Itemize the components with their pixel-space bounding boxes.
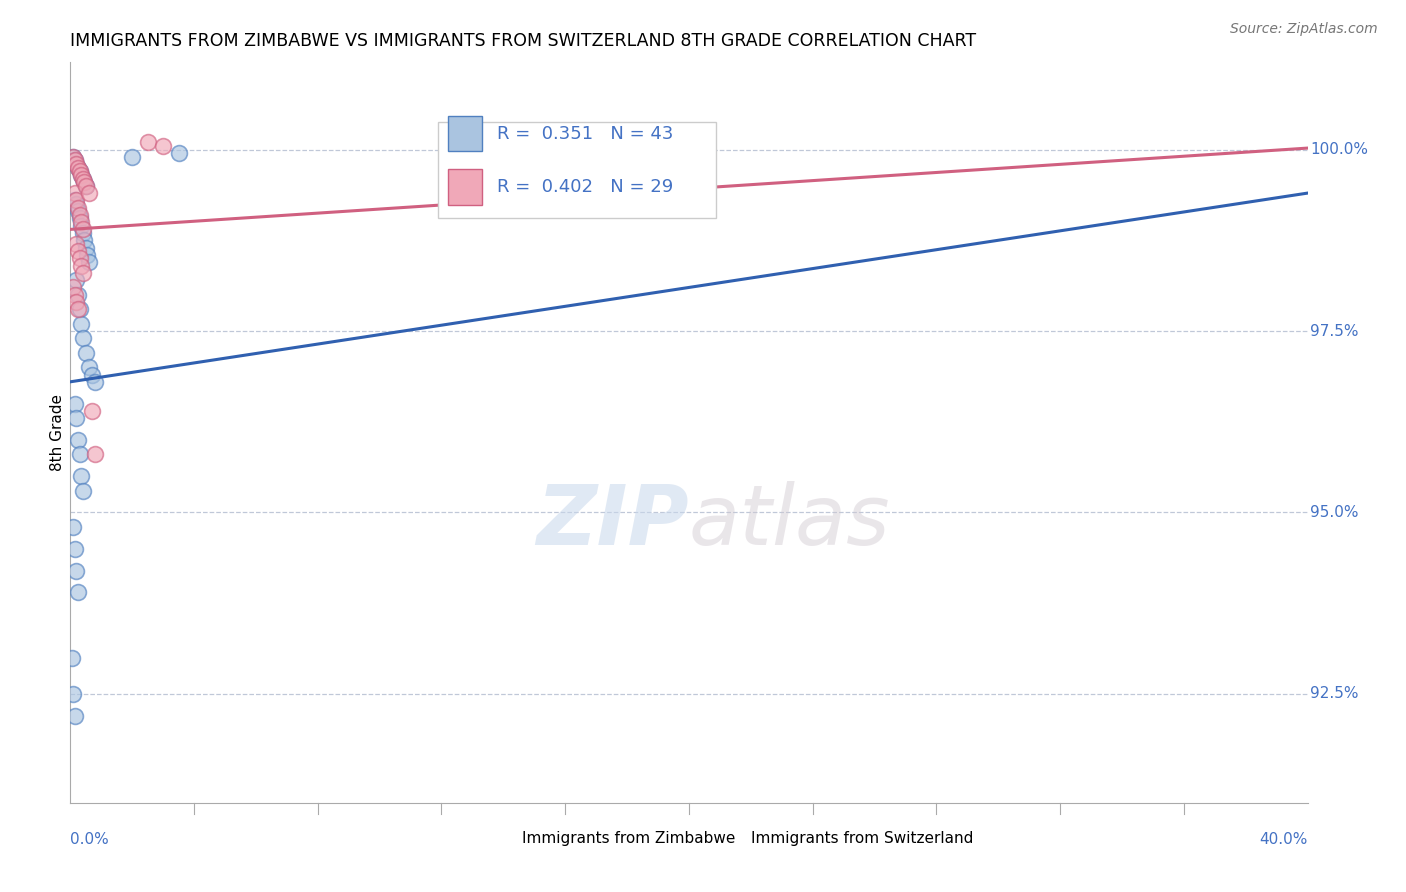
Point [69,447,91,461]
Point [70,215,93,229]
Point [73,175,96,189]
Bar [714,828,745,848]
Text: R =  0.402   N = 29: R = 0.402 N = 29 [498,178,673,196]
Bar [447,116,482,152]
Point [73,233,96,247]
Point [62,280,84,294]
Point [72,266,94,280]
Y-axis label: 8th Grade: 8th Grade [49,394,65,471]
Text: 0.0%: 0.0% [70,832,110,847]
Point [60,650,83,665]
Point [72,331,94,345]
Text: ZIP: ZIP [536,481,689,562]
Point [70,469,93,483]
Point [69,211,91,226]
Text: 40.0%: 40.0% [1260,832,1308,847]
Text: 92.5%: 92.5% [1310,687,1358,701]
Point [63,708,86,723]
Bar [447,169,482,204]
FancyBboxPatch shape [437,121,716,218]
Point [77,360,100,375]
Point [77,255,100,269]
Point [63,153,86,168]
Point [75,178,97,193]
Point [72,171,94,186]
Point [62,150,84,164]
Point [69,164,91,178]
Text: Immigrants from Switzerland: Immigrants from Switzerland [751,830,973,846]
Point [69,252,91,266]
Point [63,194,86,208]
Point [136,136,159,150]
Point [84,375,107,389]
Point [70,168,93,182]
Point [67,433,90,447]
Point [67,204,90,219]
Point [67,302,90,317]
Point [62,687,84,701]
Point [65,197,87,211]
Point [65,564,87,578]
Point [63,186,86,200]
Text: R =  0.351   N = 43: R = 0.351 N = 43 [498,125,673,143]
Point [72,483,94,498]
Point [65,157,87,171]
Point [75,178,97,193]
Point [65,157,87,171]
Point [67,161,90,175]
Point [63,541,86,556]
Point [67,161,90,175]
Text: 97.5%: 97.5% [1310,324,1358,338]
Point [75,240,97,254]
Point [63,287,86,301]
Point [62,150,84,164]
Text: 95.0%: 95.0% [1310,505,1358,520]
Point [84,447,107,461]
Point [67,287,90,301]
Point [65,236,87,251]
Point [70,317,93,331]
Point [152,139,174,153]
Point [70,219,93,233]
Point [65,295,87,310]
Text: Immigrants from Zimbabwe: Immigrants from Zimbabwe [522,830,735,846]
Point [67,244,90,259]
Point [121,150,143,164]
Point [80,404,103,418]
Point [72,171,94,186]
Point [76,248,98,262]
Point [63,396,86,410]
Point [72,222,94,236]
Point [69,164,91,178]
Point [65,411,87,425]
Point [72,226,94,240]
Point [65,273,87,287]
Point [75,345,97,359]
Text: IMMIGRANTS FROM ZIMBABWE VS IMMIGRANTS FROM SWITZERLAND 8TH GRADE CORRELATION CH: IMMIGRANTS FROM ZIMBABWE VS IMMIGRANTS F… [70,32,976,50]
Point [62,520,84,534]
Point [73,175,96,189]
Point [67,585,90,599]
Point [69,302,91,317]
Point [167,146,190,161]
Point [69,208,91,222]
Point [77,186,100,200]
Point [65,194,87,208]
Text: atlas: atlas [689,481,890,562]
Text: 100.0%: 100.0% [1310,142,1368,157]
Point [63,153,86,168]
Text: Source: ZipAtlas.com: Source: ZipAtlas.com [1230,22,1378,37]
Point [70,168,93,182]
Bar [485,828,516,848]
Point [67,201,90,215]
Point [70,259,93,273]
Point [80,368,103,382]
